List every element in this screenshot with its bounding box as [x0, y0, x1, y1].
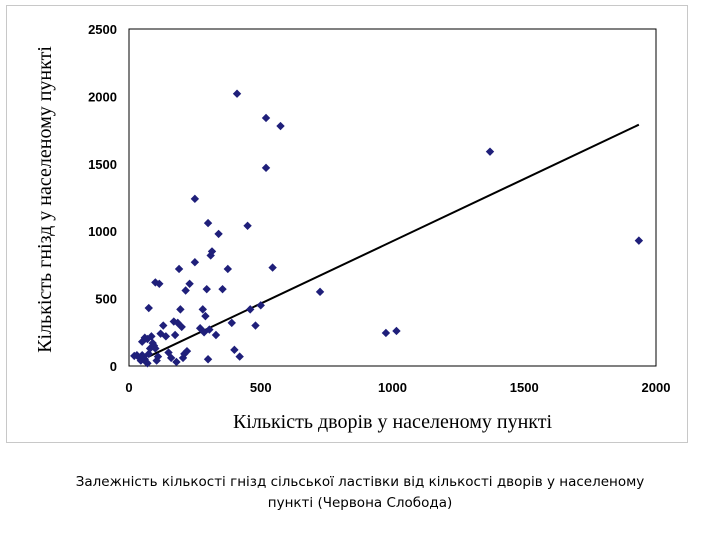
data-point	[159, 321, 168, 330]
x-axis-title: Кількість дворів у населеному пункті	[233, 411, 553, 433]
trendline	[148, 123, 640, 358]
x-tick-label: 500	[250, 380, 272, 395]
x-tick-label: 0	[125, 380, 132, 395]
y-tick-label: 500	[95, 292, 117, 307]
y-tick-label: 2000	[88, 89, 117, 104]
data-point	[181, 286, 190, 295]
data-point	[232, 89, 242, 98]
data-point	[634, 236, 644, 245]
data-point	[147, 332, 156, 341]
data-point	[230, 345, 239, 355]
y-tick-label: 1500	[88, 157, 117, 172]
data-point	[185, 279, 194, 288]
data-point	[155, 279, 164, 288]
data-point	[261, 163, 271, 173]
data-point	[485, 147, 495, 156]
caption-line-2: пункті (Червона Слобода)	[267, 495, 453, 511]
data-point	[201, 311, 210, 321]
data-point	[144, 303, 153, 313]
chart-frame: 0 500 1000 1500 2000 0 500 1000 1500 2000 2500 Кіл…	[6, 5, 688, 443]
y-tick-label: 1000	[88, 224, 117, 239]
data-point	[246, 305, 255, 314]
x-tick-label: 1000	[378, 380, 407, 395]
data-point	[166, 353, 176, 363]
caption-line-1: Залежність кількості гнізд сільської лас…	[75, 474, 645, 490]
tick-labels: 0 500 1000 1500 2000 0 500 1000 1500 2000 2500	[88, 22, 670, 395]
data-point	[214, 229, 223, 239]
data-point	[143, 359, 152, 368]
data-point	[151, 344, 160, 353]
data-point	[172, 357, 181, 367]
data-point	[392, 326, 401, 336]
trendline-group	[148, 123, 640, 358]
data-point	[261, 113, 271, 123]
plot-border	[128, 28, 657, 367]
data-point	[218, 284, 227, 294]
data-point	[174, 264, 184, 274]
data-point	[211, 330, 221, 340]
data-point	[227, 318, 236, 328]
data-point	[170, 330, 180, 340]
y-tick-label: 0	[110, 359, 117, 374]
data-point	[243, 221, 252, 231]
x-tick-label: 2000	[642, 380, 671, 395]
data-point	[203, 355, 213, 364]
plot-area	[128, 28, 657, 367]
y-tick-label: 2500	[88, 22, 117, 37]
data-point	[198, 305, 207, 314]
data-point	[203, 218, 213, 228]
data-point	[251, 321, 260, 330]
data-point	[153, 352, 163, 361]
data-point	[276, 121, 285, 131]
data-point	[256, 301, 265, 310]
data-point	[190, 258, 200, 267]
data-point	[235, 352, 244, 361]
data-point	[205, 325, 214, 334]
data-point	[177, 322, 186, 332]
data-point	[315, 287, 325, 297]
data-points	[130, 89, 644, 368]
y-axis-title: Кількість гнізд у населеному пункті	[34, 46, 56, 353]
scatter-chart: 0 500 1000 1500 2000 0 500 1000 1500 2000 2500 Кіл…	[34, 22, 670, 433]
data-point	[381, 328, 391, 338]
x-tick-label: 1500	[510, 380, 539, 395]
data-point	[223, 264, 233, 274]
data-point	[268, 263, 277, 272]
data-point	[202, 284, 211, 294]
figure-caption: Залежність кількості гнізд сільської лас…	[0, 472, 720, 514]
data-point	[182, 346, 192, 356]
data-point	[176, 305, 185, 314]
data-point	[161, 332, 171, 341]
data-point	[190, 194, 200, 204]
data-point	[207, 247, 217, 256]
